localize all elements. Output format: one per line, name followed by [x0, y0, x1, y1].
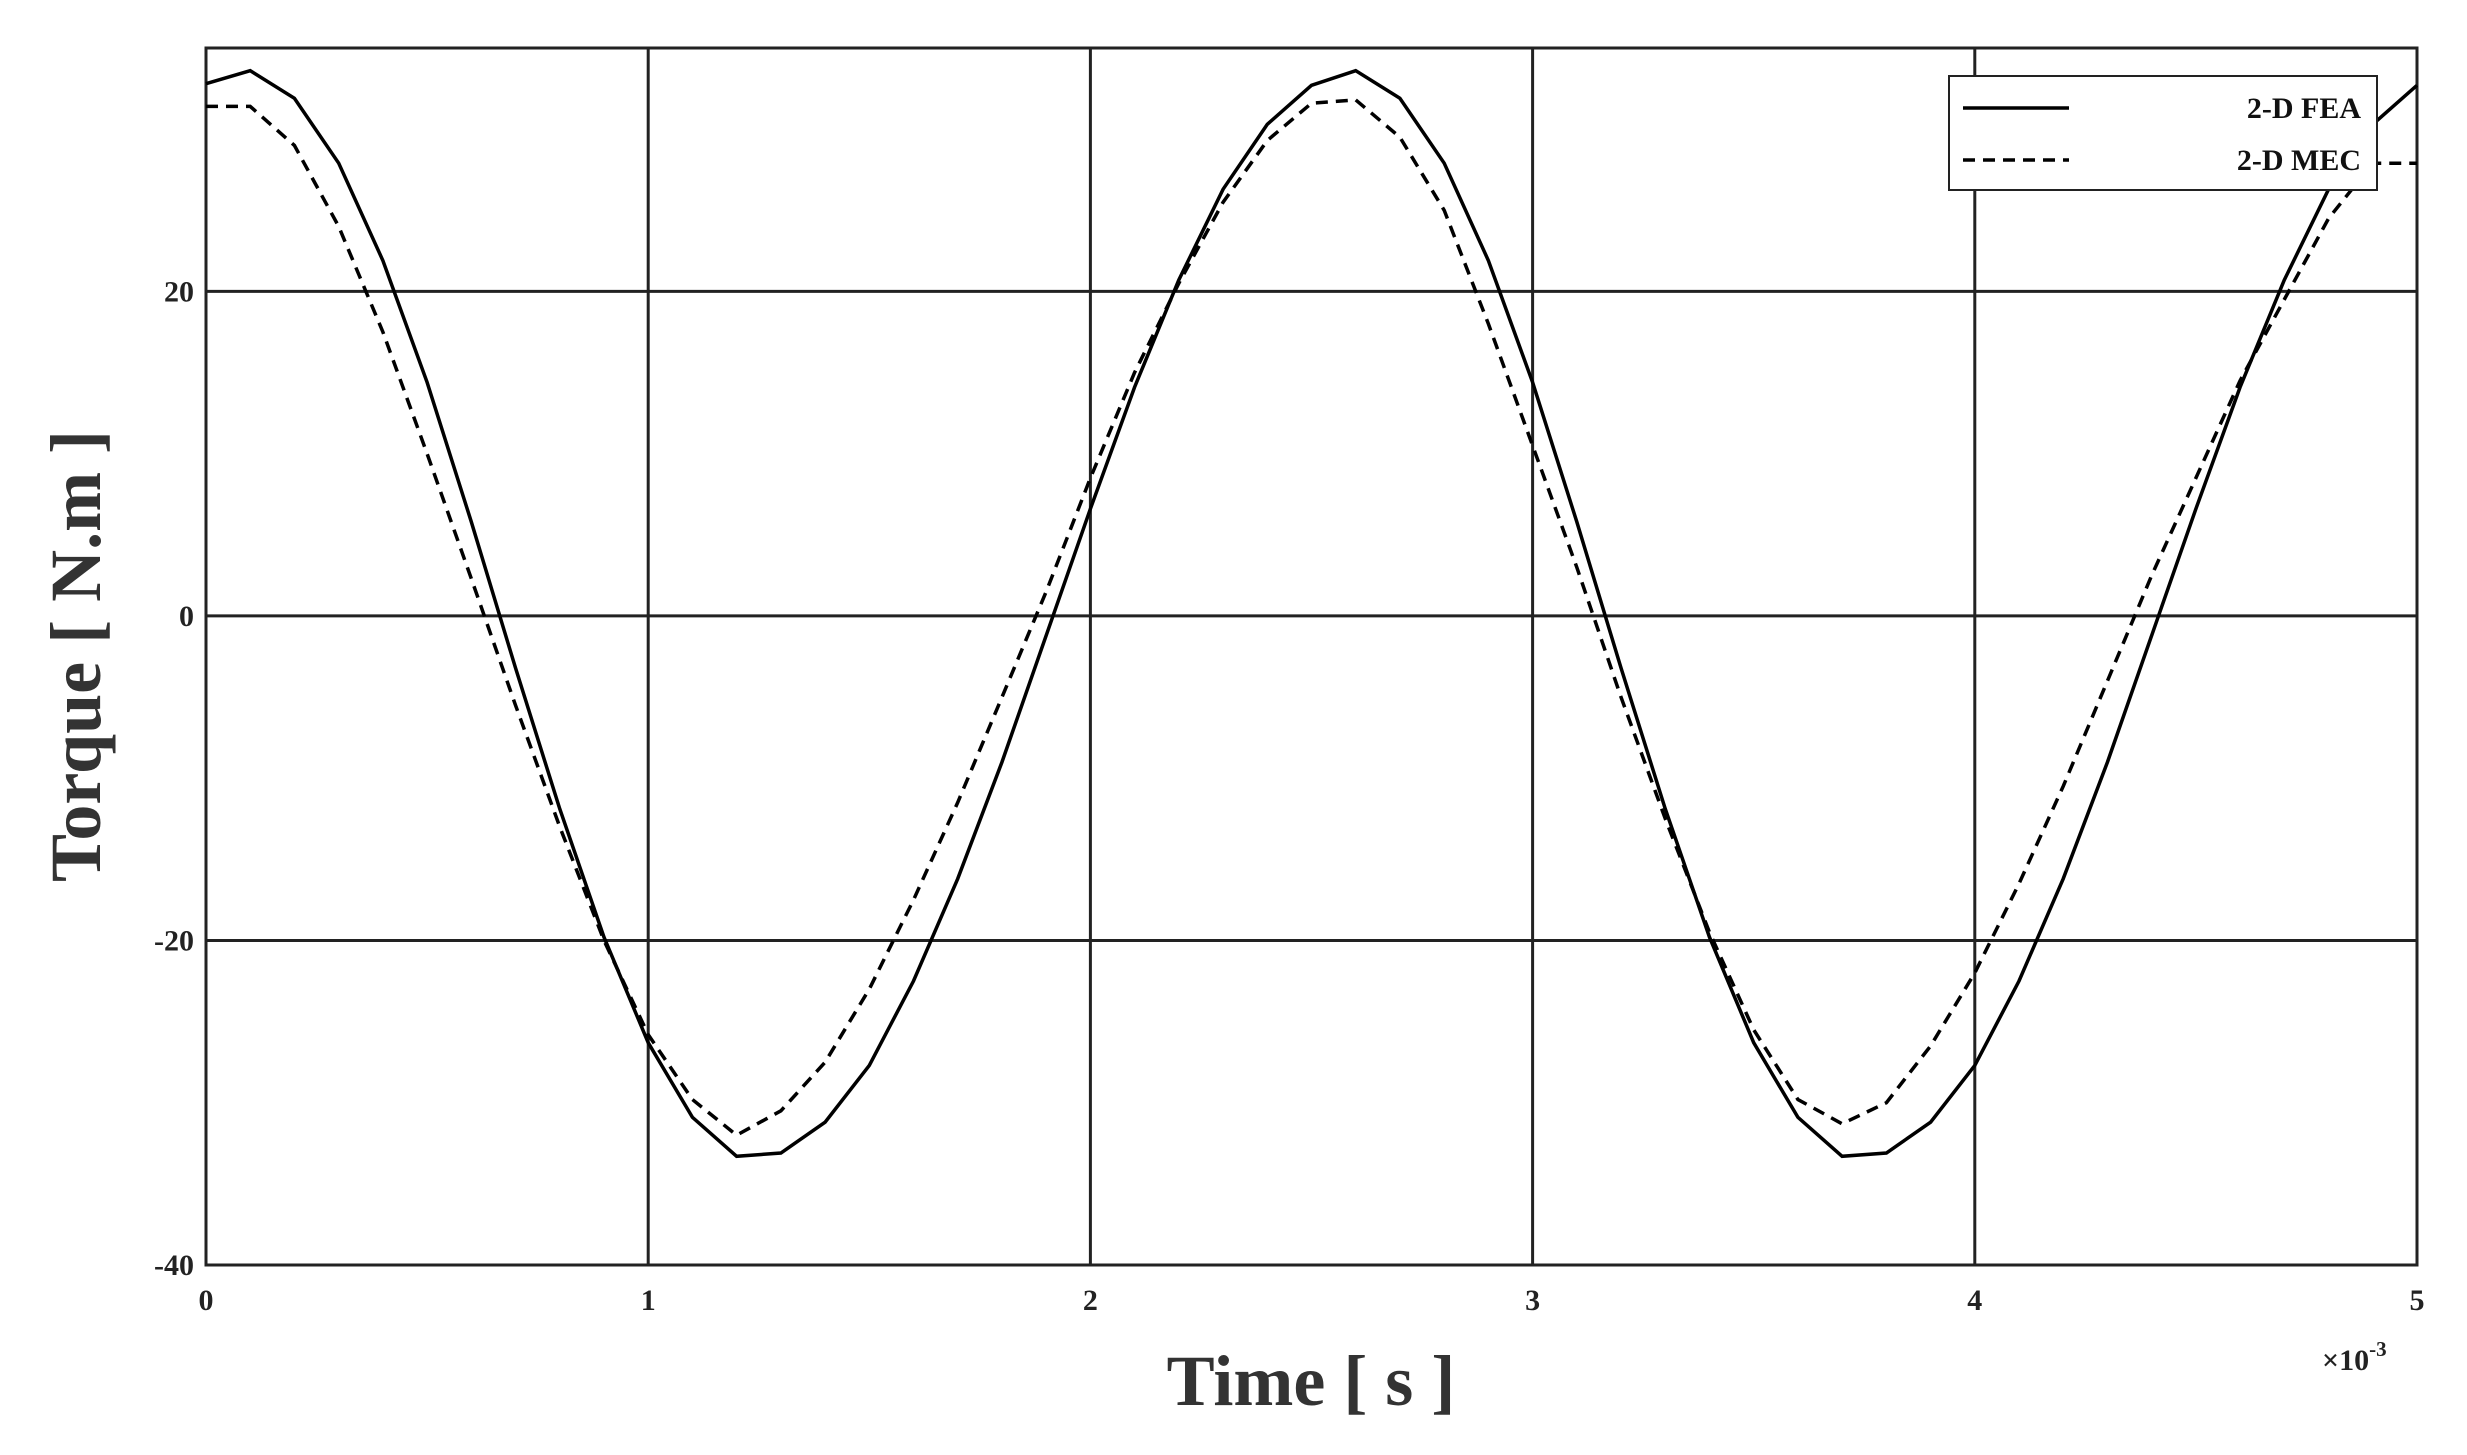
y-tick-label: 0: [179, 600, 194, 633]
x-tick-label: 2: [1083, 1284, 1098, 1317]
legend-box: [1948, 75, 2378, 191]
y-tick-label: 20: [164, 275, 194, 308]
x-tick-label: 1: [641, 1284, 656, 1317]
x-scale-exponent: -3: [2369, 1337, 2387, 1361]
y-tick-label: -40: [154, 1249, 194, 1282]
y-axis-title: Torque [ N.m ]: [36, 430, 116, 882]
x-tick-label: 4: [1967, 1284, 1982, 1317]
series-line: [205, 68, 2419, 1159]
x-axis-title: Time [ s ]: [1167, 1341, 1456, 1421]
x-scale-label: ×10-3: [2322, 1337, 2387, 1377]
y-tick-label: -20: [154, 924, 194, 957]
legend-label: 2-D FEA: [2247, 92, 2361, 125]
x-tick-label: 3: [1525, 1284, 1540, 1317]
legend: 2-D FEA 2-D MEC: [1948, 75, 2378, 191]
legend-label: 2-D MEC: [2237, 144, 2361, 177]
series-line: [206, 98, 2417, 1138]
x-tick-label: 0: [199, 1284, 214, 1317]
x-tick-label: 5: [2410, 1284, 2425, 1317]
plot-frame: [204, 46, 2419, 1267]
x-scale-base: ×10: [2322, 1344, 2369, 1377]
